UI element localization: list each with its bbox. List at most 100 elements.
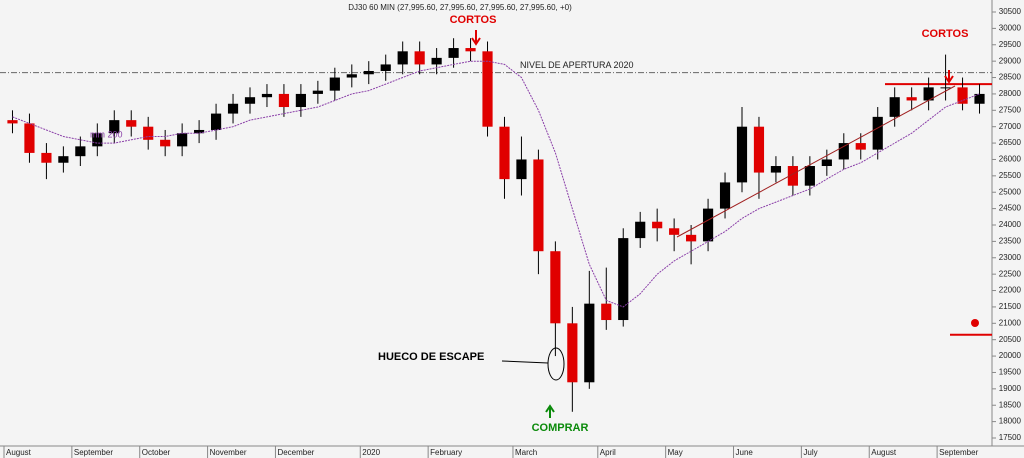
candle-body: [380, 64, 391, 71]
x-tick-label: November: [210, 448, 247, 457]
candle-body: [244, 97, 256, 104]
moving-average: [12, 60, 980, 308]
y-tick-label: 17500: [999, 433, 1022, 442]
y-tick-label: 18000: [999, 417, 1022, 426]
candle-body: [329, 77, 340, 91]
candle-body: [855, 143, 866, 150]
y-tick-label: 28000: [999, 89, 1022, 98]
candle-body: [143, 126, 154, 140]
candle-body: [92, 133, 103, 147]
x-tick-label: October: [142, 448, 171, 457]
candle-body: [821, 159, 832, 167]
candle-body: [736, 126, 748, 183]
candle-body: [872, 116, 883, 150]
candle-body: [312, 90, 323, 94]
y-tick-label: 26000: [999, 155, 1022, 164]
candle-body: [635, 221, 646, 239]
candle-body: [448, 48, 459, 58]
pointer: [501, 360, 549, 364]
arrow: [471, 30, 481, 46]
candle-body: [838, 143, 849, 160]
y-tick-label: 23500: [999, 236, 1022, 245]
y-tick-label: 29500: [999, 40, 1022, 49]
y-tick-label: 20500: [999, 335, 1022, 344]
candle-body: [669, 228, 680, 235]
candle-body: [906, 97, 917, 101]
marker: [971, 319, 979, 327]
candle-body: [126, 120, 137, 127]
y-tick-label: 29000: [999, 56, 1022, 65]
candle-body: [652, 221, 663, 229]
annotation: CORTOS: [922, 28, 969, 40]
y-tick-label: 24000: [999, 220, 1022, 229]
chart-title: DJ30 60 MIN (27,995.60, 27,995.60, 27,99…: [348, 3, 572, 12]
y-tick-label: 19500: [999, 368, 1022, 377]
candle-body: [550, 251, 561, 324]
y-tick-label: 30500: [999, 7, 1022, 16]
x-tick-label: May: [668, 448, 683, 457]
candle-body: [584, 303, 595, 383]
annotation: COMPRAR: [532, 422, 589, 434]
candle-body: [397, 51, 408, 65]
candle-body: [516, 159, 527, 180]
y-tick-label: 28500: [999, 73, 1022, 82]
candle-body: [58, 156, 69, 163]
candle-body: [465, 48, 476, 52]
y-tick-label: 25500: [999, 171, 1022, 180]
y-tick-label: 22500: [999, 269, 1022, 278]
candle-body: [261, 93, 273, 98]
candle-body: [719, 182, 731, 209]
arrow: [545, 404, 555, 418]
candle-body: [618, 238, 629, 321]
trend-line: [676, 85, 956, 238]
candle-body: [482, 51, 493, 127]
candle-body: [75, 146, 86, 157]
level-label: NIVEL DE APERTURA 2020: [520, 60, 634, 70]
x-tick-label: June: [736, 448, 754, 457]
x-tick-label: February: [430, 448, 462, 457]
candle-body: [414, 51, 425, 65]
ma-label: mm 200: [90, 129, 123, 139]
candle-body: [24, 123, 35, 153]
y-tick-label: 22000: [999, 286, 1022, 295]
candle-body: [753, 126, 765, 173]
candle-body: [889, 97, 900, 117]
x-tick-label: July: [803, 448, 817, 457]
candle-body: [363, 70, 374, 75]
y-tick-label: 19000: [999, 384, 1022, 393]
annotation: HUECO DE ESCAPE: [378, 351, 484, 363]
x-tick-label: September: [74, 448, 113, 457]
candle-body: [177, 133, 188, 147]
candle-body: [567, 323, 578, 383]
x-tick-label: March: [515, 448, 537, 457]
arrow: [944, 70, 954, 84]
y-tick-label: 25000: [999, 187, 1022, 196]
candle-body: [41, 152, 52, 163]
candle-body: [940, 87, 951, 89]
x-tick-label: September: [939, 448, 978, 457]
candle-body: [533, 159, 544, 252]
candle-body: [770, 166, 782, 173]
x-tick-label: December: [277, 448, 314, 457]
candle-body: [923, 87, 934, 101]
candle-body: [295, 93, 306, 108]
candle-body: [499, 126, 510, 180]
candle-body: [109, 120, 120, 134]
y-tick-label: 21500: [999, 302, 1022, 311]
candle-body: [431, 57, 442, 65]
y-tick-label: 27500: [999, 105, 1022, 114]
circle: [547, 347, 565, 381]
candle-body: [601, 303, 612, 321]
candle-body: [957, 87, 968, 104]
x-tick-label: April: [600, 448, 616, 457]
candle-body: [804, 166, 815, 186]
y-tick-label: 30000: [999, 23, 1022, 32]
candle-body: [160, 139, 171, 147]
candle-body: [210, 113, 222, 130]
candle-body: [227, 103, 239, 114]
candle-body: [7, 120, 18, 124]
y-tick-label: 26500: [999, 138, 1022, 147]
candle-body: [702, 208, 714, 242]
